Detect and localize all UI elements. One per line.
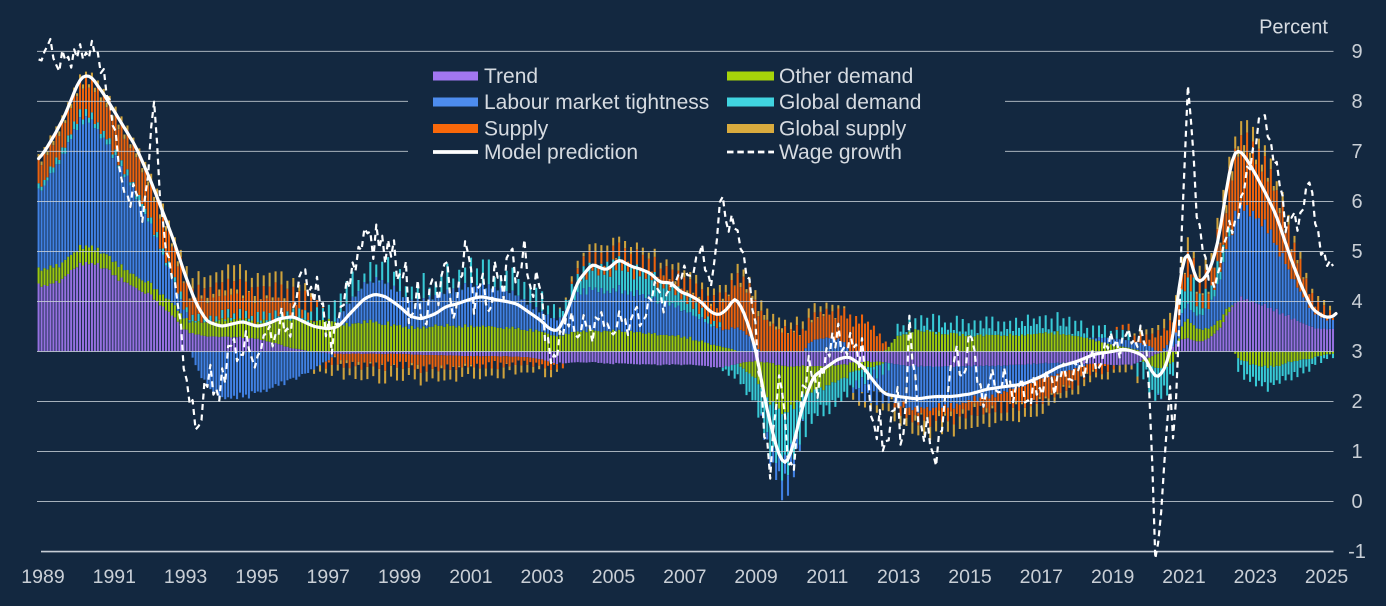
svg-text:5: 5 bbox=[1351, 241, 1362, 263]
svg-text:Labour market tightness: Labour market tightness bbox=[484, 91, 709, 114]
svg-text:2013: 2013 bbox=[877, 566, 920, 588]
svg-text:1991: 1991 bbox=[93, 566, 136, 588]
svg-text:1999: 1999 bbox=[378, 566, 421, 588]
svg-text:2015: 2015 bbox=[948, 566, 992, 588]
svg-text:2025: 2025 bbox=[1305, 566, 1349, 588]
svg-text:2017: 2017 bbox=[1020, 566, 1063, 588]
svg-text:4: 4 bbox=[1351, 291, 1362, 313]
svg-text:9: 9 bbox=[1351, 41, 1362, 63]
svg-text:Wage growth: Wage growth bbox=[779, 141, 902, 164]
svg-text:2003: 2003 bbox=[521, 566, 564, 588]
svg-text:8: 8 bbox=[1351, 91, 1362, 113]
svg-text:7: 7 bbox=[1351, 141, 1362, 163]
svg-text:2021: 2021 bbox=[1162, 566, 1205, 588]
svg-text:Global demand: Global demand bbox=[779, 91, 921, 114]
svg-text:Other demand: Other demand bbox=[779, 65, 913, 88]
svg-text:6: 6 bbox=[1351, 191, 1362, 213]
svg-text:2023: 2023 bbox=[1234, 566, 1277, 588]
svg-text:2005: 2005 bbox=[592, 566, 636, 588]
svg-text:1997: 1997 bbox=[307, 566, 350, 588]
svg-text:0: 0 bbox=[1351, 491, 1362, 513]
svg-text:Model prediction: Model prediction bbox=[484, 141, 638, 164]
svg-text:1995: 1995 bbox=[235, 566, 279, 588]
svg-text:Supply: Supply bbox=[484, 118, 549, 141]
svg-text:-1: -1 bbox=[1348, 541, 1366, 563]
svg-text:2019: 2019 bbox=[1091, 566, 1134, 588]
svg-text:1989: 1989 bbox=[21, 566, 64, 588]
svg-text:Trend: Trend bbox=[484, 65, 538, 88]
svg-text:1993: 1993 bbox=[164, 566, 207, 588]
svg-text:1: 1 bbox=[1351, 441, 1362, 463]
svg-text:2011: 2011 bbox=[806, 566, 848, 588]
svg-text:2007: 2007 bbox=[663, 566, 706, 588]
svg-text:Percent: Percent bbox=[1259, 17, 1328, 39]
svg-text:2009: 2009 bbox=[734, 566, 777, 588]
svg-text:Global supply: Global supply bbox=[779, 118, 907, 141]
svg-text:3: 3 bbox=[1351, 341, 1362, 363]
svg-text:2: 2 bbox=[1351, 391, 1362, 413]
svg-text:2001: 2001 bbox=[449, 566, 492, 588]
